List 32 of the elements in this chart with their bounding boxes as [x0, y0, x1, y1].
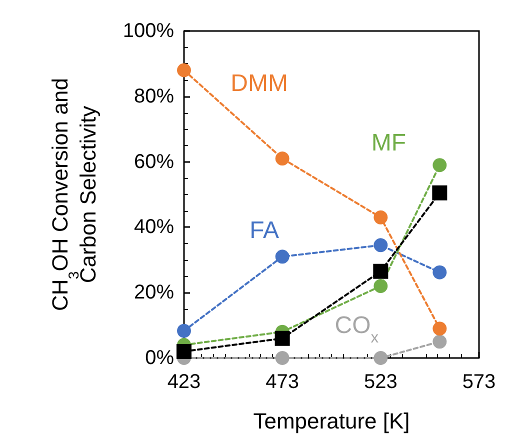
y-tick-label: 80% [134, 85, 174, 108]
point [275, 351, 290, 365]
series-label: DMM [230, 70, 288, 98]
point [432, 265, 447, 280]
point [432, 185, 448, 200]
series-label: FA [250, 217, 280, 244]
point [177, 324, 191, 338]
point [432, 158, 447, 172]
x-tick-label: 573 [462, 371, 496, 393]
point [432, 322, 447, 336]
series-label: MF [371, 130, 406, 157]
point [275, 250, 290, 264]
point [177, 63, 191, 78]
point [432, 334, 447, 349]
point [374, 279, 388, 294]
x-tick-label: 523 [364, 371, 398, 393]
y-tick-label: 40% [134, 216, 174, 238]
y-tick-label: 20% [134, 282, 174, 304]
y-tick-label: 0% [145, 347, 174, 369]
x-tick-label: 473 [266, 371, 300, 393]
point [374, 238, 388, 252]
y-tick-label: 100% [122, 20, 174, 42]
point [274, 330, 290, 346]
point [176, 344, 192, 359]
point [374, 351, 388, 365]
x-axis-title: Temperature [K] [253, 408, 410, 434]
point [374, 210, 388, 224]
y-axis-title: CH3OH Conversion and Carbon Selectivity [48, 78, 100, 311]
y-tick-label: 60% [134, 150, 174, 173]
point [373, 264, 388, 279]
x-tick-label: 423 [167, 371, 201, 393]
point [275, 152, 290, 166]
